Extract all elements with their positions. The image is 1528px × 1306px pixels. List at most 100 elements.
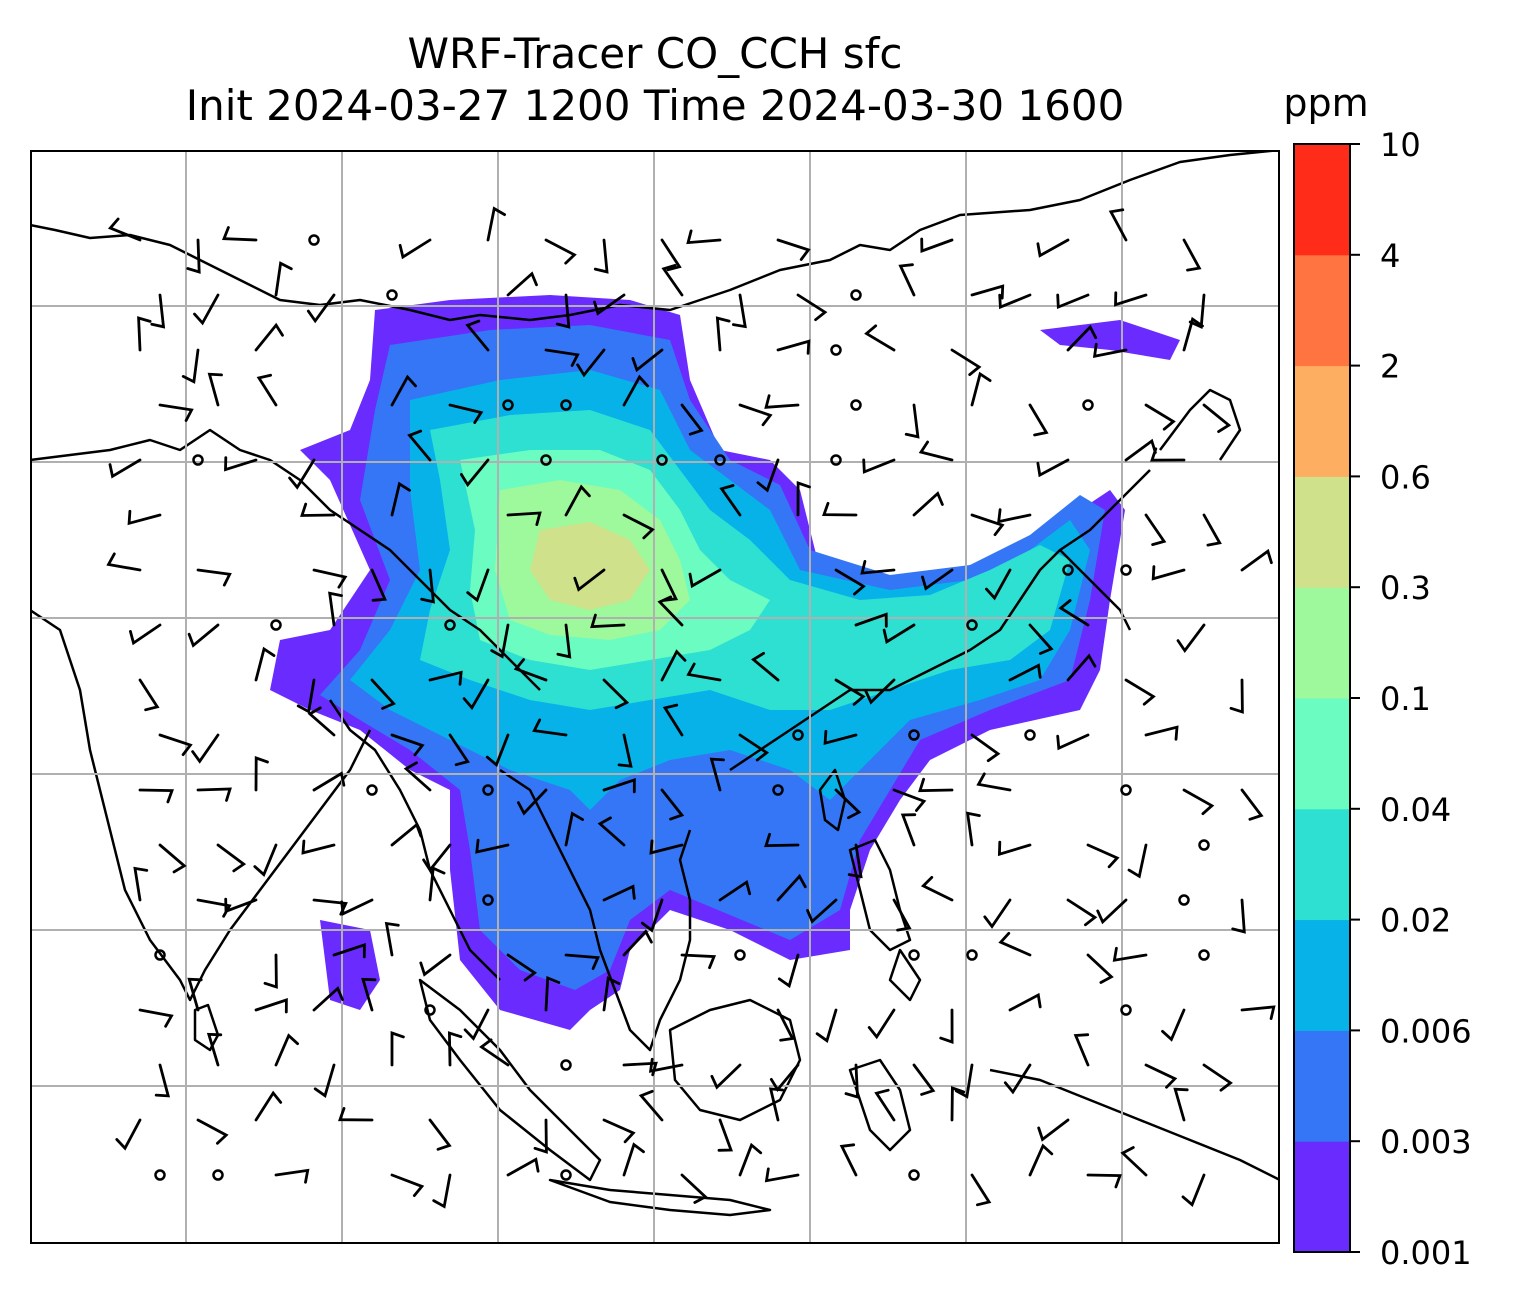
wind-barb (921, 568, 954, 591)
wind-barb (602, 1118, 636, 1144)
wind-barb (904, 403, 920, 439)
wind-barb (115, 1118, 142, 1151)
wind-barb (340, 898, 374, 916)
plume-region (530, 522, 650, 610)
wind-barb (432, 1173, 452, 1209)
calm-wind-circle (1178, 894, 1190, 906)
calm-wind-circle (560, 399, 572, 411)
wind-barb (390, 1173, 425, 1197)
wind-barb (732, 293, 747, 329)
coastline-new-guinea (989, 1068, 1280, 1182)
calm-wind-circle (1062, 564, 1074, 576)
coastline-java (548, 1178, 772, 1217)
calm-wind-circle (656, 454, 668, 466)
calm-wind-circle (772, 784, 784, 796)
calm-wind-circle (154, 949, 166, 961)
wind-barb (602, 884, 636, 902)
wind-barb (1008, 992, 1042, 1012)
wind-barb (407, 429, 432, 462)
wind-barb (768, 1087, 784, 1122)
wind-barb (864, 678, 896, 705)
colorbar-tick-label: 2 (1380, 348, 1400, 386)
wind-barb (506, 271, 538, 297)
wind-barb (796, 481, 811, 517)
wind-barbs (106, 206, 1276, 1209)
wind-barb (1240, 788, 1264, 821)
calm-wind-circle (1120, 784, 1132, 796)
wind-barb (954, 1063, 974, 1099)
wind-barb (602, 777, 636, 794)
wind-barb (718, 879, 752, 902)
wind-barb (555, 293, 571, 329)
wind-barb (191, 733, 220, 764)
wind-barb (485, 733, 510, 768)
wind-barb (138, 788, 174, 804)
plume-region (1040, 320, 1180, 360)
wind-barb (1056, 293, 1090, 310)
wind-barb (1144, 513, 1167, 546)
wind-barb (649, 839, 684, 855)
wind-barb (660, 568, 679, 602)
wind-barb (660, 649, 687, 682)
map-panel (30, 150, 1280, 1244)
wind-barb (709, 757, 725, 792)
wind-barb (1188, 293, 1206, 329)
wind-barb (301, 839, 336, 855)
wind-barb (847, 843, 863, 879)
wind-barb (854, 612, 888, 628)
wind-barb (307, 706, 336, 737)
wind-barb (216, 843, 247, 873)
colorbar-tick-label: 0.006 (1380, 1012, 1472, 1050)
calm-wind-circle (386, 289, 398, 301)
colorbar-swatch (1294, 144, 1350, 256)
wind-barb (1112, 946, 1148, 962)
wind-barb (593, 238, 609, 274)
wind-barb (920, 237, 954, 253)
wind-barb (997, 508, 1032, 524)
wind-barb (127, 509, 162, 526)
wind-barb (1231, 898, 1246, 934)
wind-barb (997, 840, 1032, 857)
wind-barb (138, 678, 160, 712)
wind-barb (462, 678, 490, 711)
wind-barb (475, 838, 510, 854)
wind-barb (867, 1008, 896, 1040)
wind-barb (419, 953, 452, 977)
gridlines (30, 150, 1280, 1244)
wind-barb (815, 1008, 838, 1043)
wind-barb (862, 458, 896, 474)
wind-barb (448, 403, 484, 424)
colorbar-tick-label: 0.003 (1380, 1123, 1472, 1161)
wind-barb (263, 953, 278, 989)
wind-barb (288, 458, 316, 490)
calm-wind-circle (966, 949, 978, 961)
wind-barb (306, 293, 336, 324)
colorbar-tick-label: 4 (1380, 237, 1400, 275)
wind-barb (187, 977, 203, 1012)
wind-barb (950, 1086, 966, 1122)
wind-barb (428, 670, 463, 686)
wind-barb (1037, 1118, 1070, 1142)
plot-title: WRF-Tracer CO_CCH sfc Init 2024-03-27 12… (30, 28, 1280, 132)
wind-barb (764, 394, 800, 409)
wind-barb (662, 703, 684, 737)
wind-barb (1161, 1008, 1186, 1042)
wind-barb (970, 371, 992, 407)
wind-barb (196, 787, 232, 802)
calm-wind-circle (482, 784, 494, 796)
wind-barb (686, 229, 722, 245)
colorbar-swatch (1294, 1030, 1350, 1142)
wind-barb (998, 293, 1032, 310)
wind-barb (864, 324, 896, 352)
wind-barb (256, 373, 278, 407)
wind-barb (328, 591, 343, 627)
wind-barb (710, 1063, 742, 1090)
wind-barb (544, 975, 561, 1012)
calm-wind-circle (1082, 399, 1094, 411)
calm-wind-circle (154, 1169, 166, 1181)
wind-barb (950, 348, 982, 376)
wind-barb (776, 238, 811, 261)
wind-barb (918, 440, 954, 462)
wind-barb (777, 953, 800, 989)
wind-barb (1073, 1033, 1090, 1067)
